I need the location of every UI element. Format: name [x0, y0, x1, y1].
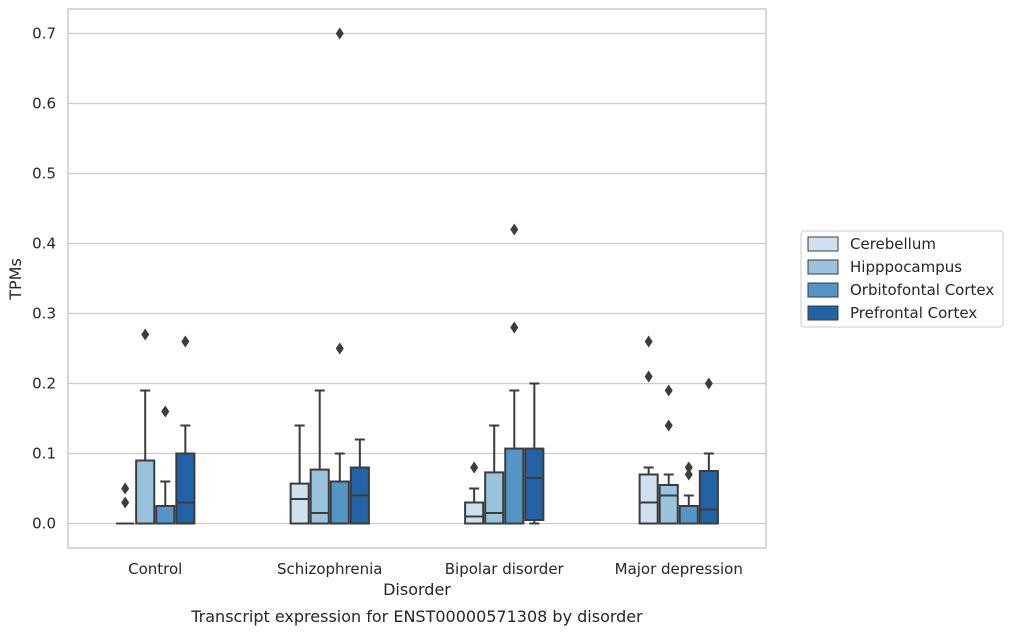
legend: Cerebellum Hipppocampus Orbitofontal Corte… — [800, 230, 1004, 328]
outlier-point — [470, 461, 479, 474]
box-group — [116, 482, 135, 525]
box-group — [678, 461, 699, 525]
box-group — [504, 223, 525, 525]
outlier-point — [181, 335, 190, 348]
x-tick-label: Control — [128, 560, 182, 578]
box — [638, 473, 659, 525]
outlier-point — [335, 342, 344, 355]
outlier-point — [141, 328, 150, 341]
plot-area-frame — [67, 8, 767, 549]
box-group — [329, 27, 350, 525]
y-tick-label: 0.0 — [32, 515, 56, 533]
box — [484, 471, 505, 525]
legend-swatch — [807, 236, 839, 252]
box — [678, 505, 699, 525]
legend-label: Prefrontal Cortex — [850, 304, 977, 322]
outlier-point — [161, 405, 170, 418]
box-group — [155, 405, 176, 525]
outlier-point — [684, 468, 693, 481]
box-group — [309, 389, 330, 525]
outlier-point — [644, 335, 653, 348]
box-group — [658, 384, 679, 525]
y-tick-label: 0.3 — [32, 305, 56, 323]
y-axis-ticks: 0.0 0.1 0.2 0.3 0.4 0.5 0.6 0.7 — [32, 25, 56, 533]
box-group — [524, 382, 545, 525]
legend-label: Orbitofontal Cortex — [850, 281, 994, 299]
chart-caption: Transcript expression for ENST0000057130… — [190, 607, 643, 626]
box — [135, 459, 156, 525]
box — [289, 482, 310, 525]
outlier-point — [510, 321, 519, 334]
box — [155, 505, 176, 525]
box — [329, 480, 350, 525]
y-tick-label: 0.5 — [32, 165, 56, 183]
x-tick-label: Schizophrenia — [277, 560, 382, 578]
box-group — [464, 461, 485, 525]
legend-swatch — [807, 305, 839, 321]
box — [698, 470, 719, 525]
box — [658, 484, 679, 525]
outlier-point — [121, 496, 130, 509]
box-group — [289, 424, 310, 525]
box-group — [349, 438, 370, 525]
box — [464, 501, 485, 525]
outlier-point — [664, 384, 673, 397]
x-tick-label: Major depression — [615, 560, 743, 578]
outlier-point — [664, 419, 673, 432]
box-group — [484, 424, 505, 525]
box — [175, 452, 196, 525]
y-tick-label: 0.4 — [32, 235, 56, 253]
legend-label: Hipppocampus — [850, 258, 962, 276]
box-plot-boxes — [116, 27, 719, 525]
box-group — [698, 377, 719, 525]
box-group — [638, 335, 659, 525]
outlier-point — [684, 461, 693, 474]
outlier-point — [121, 482, 130, 495]
box — [504, 447, 525, 525]
outlier-point — [704, 377, 713, 390]
x-axis-label: Disorder — [383, 580, 451, 599]
x-tick-label: Bipolar disorder — [445, 560, 565, 578]
box — [309, 468, 330, 525]
outlier-point — [510, 223, 519, 236]
legend-label: Cerebellum — [850, 235, 936, 253]
x-axis-ticks: Control Schizophrenia Bipolar disorder Majo… — [128, 560, 743, 578]
outlier-point — [335, 27, 344, 40]
y-tick-label: 0.6 — [32, 95, 56, 113]
y-tick-label: 0.7 — [32, 25, 56, 43]
legend-frame — [800, 230, 1004, 328]
grid-lines — [68, 32, 766, 525]
y-axis-label: TPMs — [6, 258, 25, 301]
legend-swatch — [807, 259, 839, 275]
box-group — [135, 328, 156, 525]
y-tick-label: 0.2 — [32, 375, 56, 393]
outlier-point — [644, 370, 653, 383]
box — [524, 447, 545, 522]
legend-swatch — [807, 282, 839, 298]
box-group — [175, 335, 196, 525]
y-tick-label: 0.1 — [32, 445, 56, 463]
